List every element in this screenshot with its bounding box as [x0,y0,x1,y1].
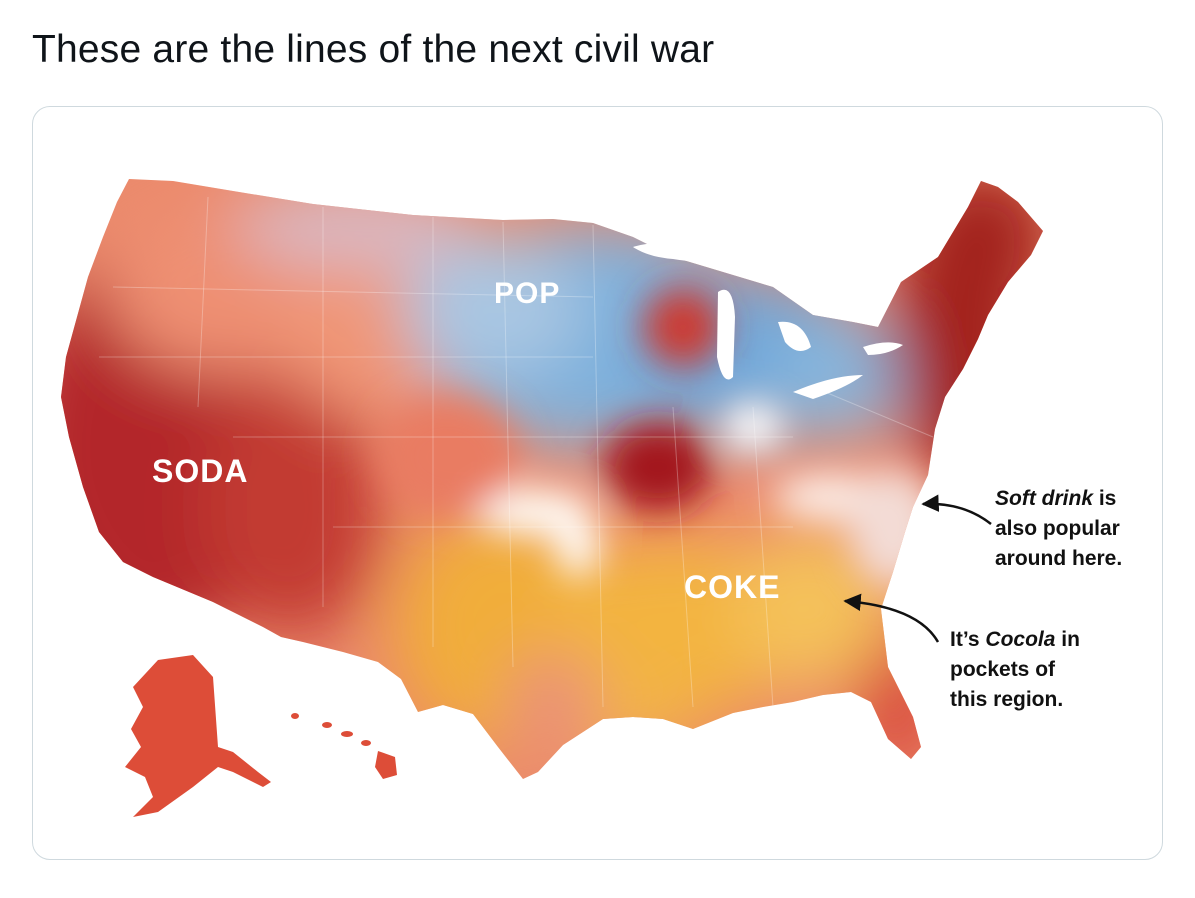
cocola-italic: Cocola [985,628,1056,651]
soft-drink-line2: also popular [995,517,1120,540]
cocola-line1-start: It’s [950,628,986,651]
soft-drink-line3: around here. [995,547,1123,570]
alaska [125,655,271,817]
annotation-cocola: It’s Cocola in pockets of this region. [950,625,1080,715]
media-card[interactable]: SODA POP COKE Soft drink is also popular… [32,106,1163,860]
great-lakes [633,242,903,399]
soda-pop-coke-map: SODA POP COKE [61,179,1043,817]
label-soda: SODA [152,453,248,489]
soft-drink-line1-rest: is [1093,487,1117,510]
soft-drink-italic: Soft drink [995,487,1093,510]
hawaii [291,713,397,779]
cocola-line2: pockets of [950,658,1056,681]
arrow-cocola [843,593,940,643]
label-coke: COKE [684,569,780,605]
cocola-line3: this region. [950,688,1064,711]
tweet-text: These are the lines of the next civil wa… [32,28,715,71]
cocola-line1-rest: in [1055,628,1080,651]
arrow-soft-drink [921,494,992,525]
label-pop: POP [494,277,560,310]
annotation-soft-drink: Soft drink is also popular around here. [995,484,1122,574]
